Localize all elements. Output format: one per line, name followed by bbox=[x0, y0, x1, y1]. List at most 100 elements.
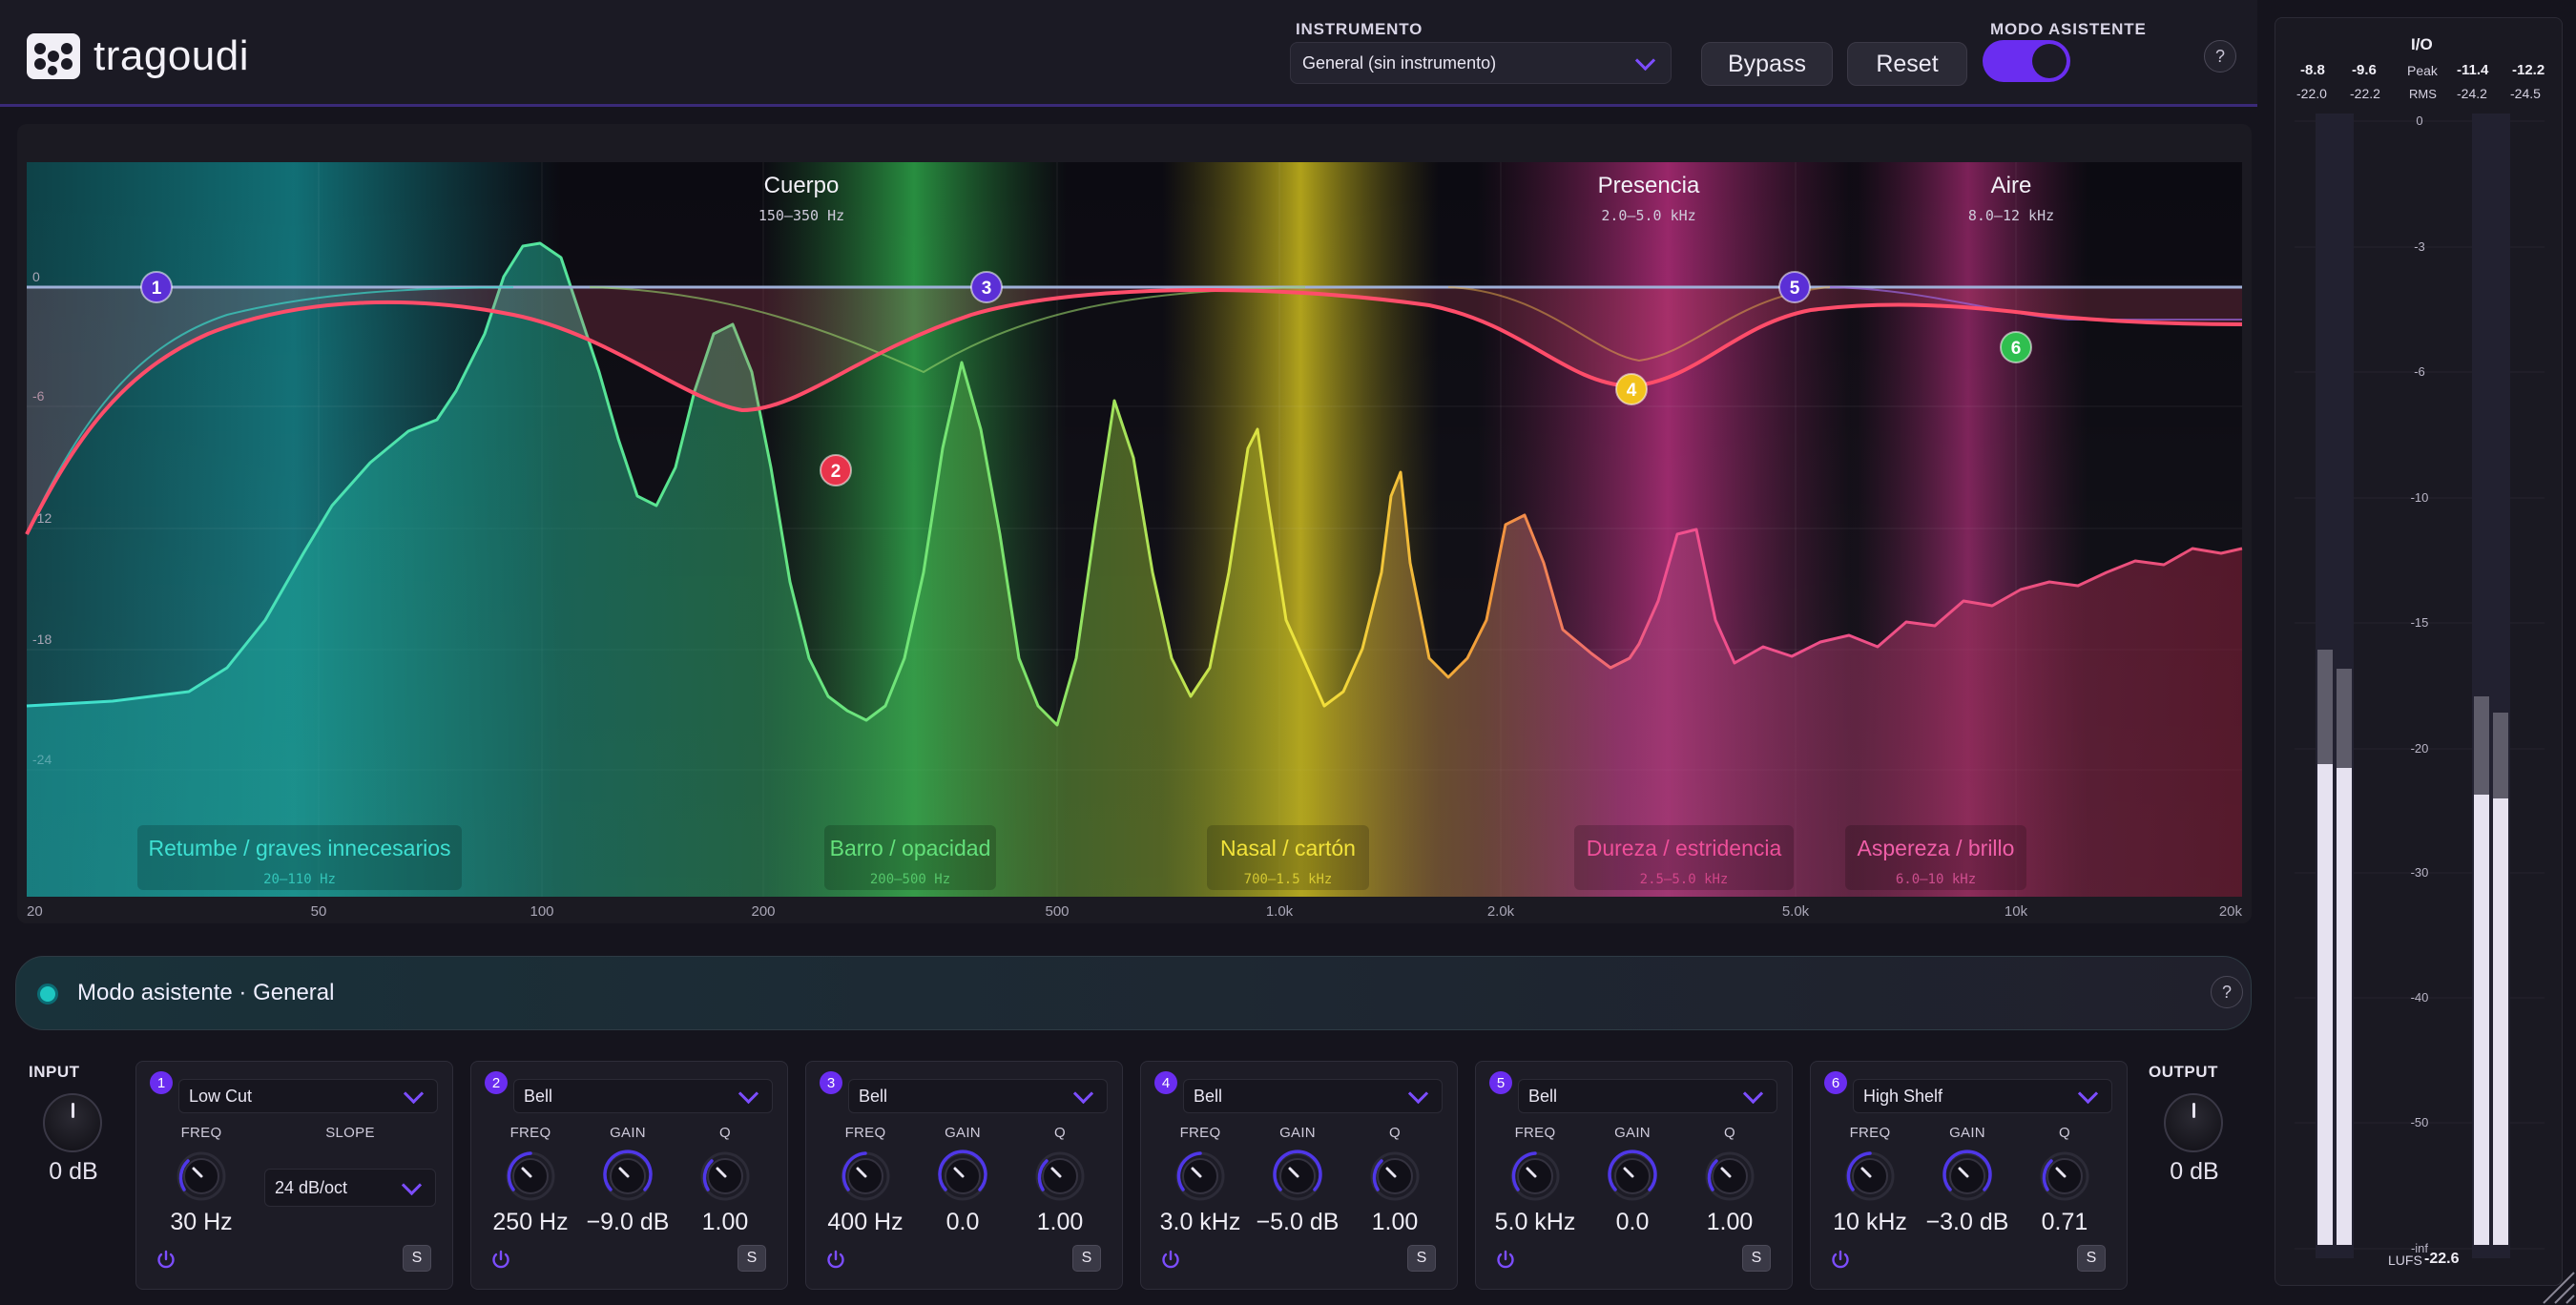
filter-type-select[interactable]: Bell bbox=[848, 1079, 1108, 1113]
zone-label-bg bbox=[137, 825, 462, 890]
power-icon[interactable] bbox=[1160, 1249, 1181, 1270]
solo-button[interactable]: S bbox=[403, 1245, 431, 1272]
gain-label: GAIN bbox=[610, 1125, 646, 1141]
help-button[interactable]: ? bbox=[2204, 40, 2236, 72]
filter-type-value: Low Cut bbox=[189, 1086, 253, 1106]
q-knob[interactable] bbox=[1368, 1150, 1422, 1203]
q-knob[interactable] bbox=[1703, 1150, 1756, 1203]
input-knob[interactable] bbox=[43, 1093, 102, 1152]
zone-top-name: Aire bbox=[1991, 173, 2032, 198]
zone-bottom-range: 700–1.5 kHz bbox=[1244, 872, 1333, 887]
freq-value: 250 Hz bbox=[492, 1209, 569, 1235]
eq-graph[interactable]: 0-6-12-18-24 20501002005001.0k2.0k5.0k10… bbox=[17, 124, 2252, 923]
instrument-select[interactable]: General (sin instrumento) bbox=[1290, 42, 1672, 84]
filter-type-select[interactable]: Bell bbox=[1183, 1079, 1443, 1113]
out-rms-right: -24.5 bbox=[2510, 86, 2541, 101]
freq-knob[interactable] bbox=[175, 1150, 228, 1203]
band2-curve bbox=[589, 286, 1306, 374]
filter-type-value: Bell bbox=[1194, 1086, 1223, 1106]
band-panel-5: 5 Bell FREQ GAIN Q 5.0 kHz 0.0 1.00 S bbox=[1475, 1061, 1793, 1290]
resize-grip-icon[interactable] bbox=[2538, 1267, 2576, 1305]
eq-node-1[interactable]: 1 bbox=[140, 271, 173, 303]
zone-top-name: Presencia bbox=[1598, 173, 1700, 198]
zone-label-bg bbox=[1207, 825, 1369, 890]
eq-graph-svg[interactable]: 0-6-12-18-24 20501002005001.0k2.0k5.0k10… bbox=[17, 124, 2252, 923]
input-value: 0 dB bbox=[49, 1158, 98, 1185]
freq-knob[interactable] bbox=[504, 1150, 557, 1203]
solo-button[interactable]: S bbox=[1407, 1245, 1436, 1272]
in-rms-left: -22.0 bbox=[2296, 86, 2327, 101]
output-knob[interactable] bbox=[2164, 1093, 2223, 1152]
out-rms-left: -24.2 bbox=[2457, 86, 2487, 101]
filter-type-select[interactable]: Low Cut bbox=[178, 1079, 438, 1113]
power-icon[interactable] bbox=[490, 1249, 511, 1270]
gain-knob[interactable] bbox=[1606, 1150, 1659, 1203]
meter-title: I/O bbox=[2411, 35, 2433, 53]
freq-knob[interactable] bbox=[1508, 1150, 1562, 1203]
q-value: 1.00 bbox=[701, 1209, 749, 1235]
band-number: 6 bbox=[1824, 1071, 1847, 1094]
gain-value: 0.0 bbox=[945, 1209, 980, 1235]
power-icon[interactable] bbox=[1495, 1249, 1516, 1270]
solo-button[interactable]: S bbox=[2077, 1245, 2106, 1272]
instrument-value: General (sin instrumento) bbox=[1302, 52, 1497, 72]
in-rms-right: -22.2 bbox=[2350, 86, 2380, 101]
zone-label-bg bbox=[824, 825, 996, 890]
band4-curve bbox=[1447, 286, 1831, 362]
meter-scale-tick: -10 bbox=[2411, 490, 2429, 505]
eq-node-4[interactable]: 4 bbox=[1615, 373, 1648, 405]
gain-knob[interactable] bbox=[601, 1150, 654, 1203]
eq-node-label: 5 bbox=[1790, 279, 1800, 299]
spectrum-line bbox=[26, 241, 2243, 727]
solo-button[interactable]: S bbox=[1072, 1245, 1101, 1272]
assistant-mode-toggle[interactable] bbox=[1983, 40, 2070, 82]
power-icon[interactable] bbox=[1830, 1249, 1851, 1270]
reset-button[interactable]: Reset bbox=[1847, 42, 1967, 86]
q-label: Q bbox=[1724, 1125, 1735, 1141]
freq-tick: 2.0k bbox=[1487, 903, 1515, 920]
solo-button[interactable]: S bbox=[1742, 1245, 1771, 1272]
bypass-button[interactable]: Bypass bbox=[1701, 42, 1833, 86]
meter-scale-tick: -15 bbox=[2411, 615, 2429, 630]
eq-node-2[interactable]: 2 bbox=[820, 454, 852, 487]
out-peak-left: -11.4 bbox=[2457, 62, 2489, 78]
filter-type-select[interactable]: High Shelf bbox=[1853, 1079, 2112, 1113]
band-number: 3 bbox=[820, 1071, 842, 1094]
power-icon[interactable] bbox=[825, 1249, 846, 1270]
filter-type-select[interactable]: Bell bbox=[1518, 1079, 1777, 1113]
meter-scale-tick: -3 bbox=[2414, 239, 2425, 254]
gain-knob[interactable] bbox=[1941, 1150, 1994, 1203]
q-knob[interactable] bbox=[2038, 1150, 2091, 1203]
freq-value: 5.0 kHz bbox=[1494, 1209, 1576, 1235]
freq-knob[interactable] bbox=[839, 1150, 892, 1203]
q-knob[interactable] bbox=[698, 1150, 752, 1203]
band-number: 2 bbox=[485, 1071, 508, 1094]
q-value: 1.00 bbox=[1371, 1209, 1419, 1235]
meter-rms-bar bbox=[2493, 798, 2508, 1245]
solo-button[interactable]: S bbox=[737, 1245, 766, 1272]
band-panel-3: 3 Bell FREQ GAIN Q 400 Hz 0.0 1.00 S bbox=[805, 1061, 1123, 1290]
db-tick: -6 bbox=[32, 388, 45, 404]
q-value: 1.00 bbox=[1706, 1209, 1754, 1235]
q-value: 0.71 bbox=[2041, 1209, 2088, 1235]
freq-tick: 100 bbox=[530, 903, 553, 920]
freq-value: 30 Hz bbox=[170, 1209, 233, 1235]
slope-select[interactable]: 24 dB/oct bbox=[264, 1169, 436, 1207]
q-knob[interactable] bbox=[1033, 1150, 1087, 1203]
gain-knob[interactable] bbox=[936, 1150, 989, 1203]
band-number: 1 bbox=[150, 1071, 173, 1094]
eq-node-5[interactable]: 5 bbox=[1778, 271, 1811, 303]
eq-node-6[interactable]: 6 bbox=[2000, 331, 2032, 363]
eq-node-3[interactable]: 3 bbox=[970, 271, 1003, 303]
assistant-help-button[interactable]: ? bbox=[2211, 976, 2243, 1008]
freq-knob[interactable] bbox=[1843, 1150, 1897, 1203]
filter-type-select[interactable]: Bell bbox=[513, 1079, 773, 1113]
power-icon[interactable] bbox=[156, 1249, 177, 1270]
meter-scale-tick: -20 bbox=[2411, 741, 2429, 756]
gain-knob[interactable] bbox=[1271, 1150, 1324, 1203]
freq-tick: 50 bbox=[311, 903, 327, 920]
db-tick: 0 bbox=[32, 269, 40, 284]
band1-curve bbox=[26, 286, 514, 535]
freq-knob[interactable] bbox=[1174, 1150, 1227, 1203]
instrument-label: INSTRUMENTO bbox=[1296, 20, 1423, 38]
